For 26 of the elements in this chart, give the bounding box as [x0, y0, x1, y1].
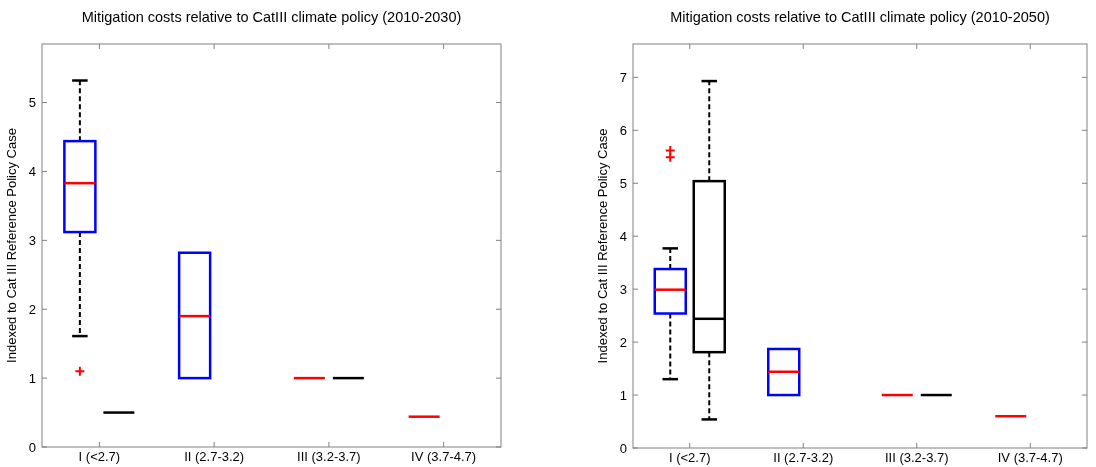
y-axis-title: Indexed to Cat III Reference Policy Case [4, 128, 19, 363]
y-tick-label: 2 [619, 334, 627, 350]
x-tick-label: III (3.2-3.7) [297, 449, 361, 464]
x-tick-label: II (2.7-3.2) [184, 449, 245, 464]
y-tick-label: 2 [28, 301, 36, 317]
x-tick-label: III (3.2-3.7) [884, 450, 949, 465]
x-tick-label: IV (3.7-4.7) [997, 450, 1063, 465]
x-tick-label: I (<2.7) [668, 450, 711, 465]
x-tick-label: I (<2.7) [78, 449, 121, 464]
y-tick-label: 7 [619, 69, 627, 85]
y-axis-title: Indexed to Cat III Reference Policy Case [595, 128, 610, 364]
y-tick-label: 3 [28, 232, 36, 248]
y-tick-label: 5 [619, 175, 627, 191]
y-tick-label: 1 [619, 387, 627, 403]
x-tick-label: IV (3.7-4.7) [411, 449, 477, 464]
chart-title: Mitigation costs relative to CatIII climate policy (2010-2030) [81, 9, 462, 25]
chart-title: Mitigation costs relative to CatIII climate policy (2010-2050) [670, 9, 1050, 25]
y-tick-label: 6 [619, 122, 627, 138]
y-tick-label: 4 [619, 228, 627, 244]
y-tick-label: 0 [28, 439, 36, 455]
y-tick-label: 1 [28, 370, 36, 386]
y-tick-label: 0 [619, 440, 627, 456]
y-tick-label: 5 [28, 95, 36, 111]
x-tick-label: II (2.7-3.2) [773, 450, 834, 465]
y-tick-label: 3 [619, 281, 627, 297]
y-tick-label: 4 [28, 163, 36, 179]
